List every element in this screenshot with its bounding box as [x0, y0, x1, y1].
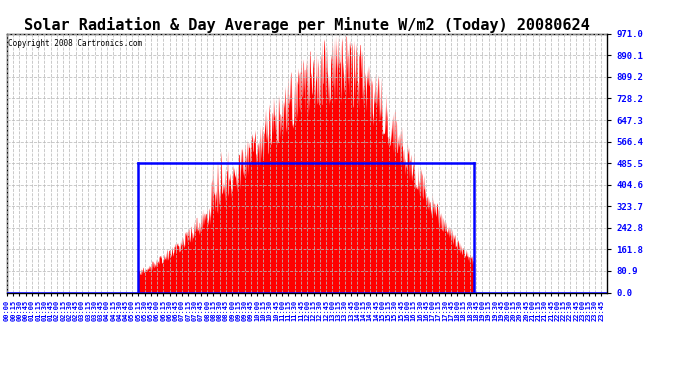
- Title: Solar Radiation & Day Average per Minute W/m2 (Today) 20080624: Solar Radiation & Day Average per Minute…: [24, 16, 590, 33]
- Text: Copyright 2008 Cartronics.com: Copyright 2008 Cartronics.com: [8, 39, 142, 48]
